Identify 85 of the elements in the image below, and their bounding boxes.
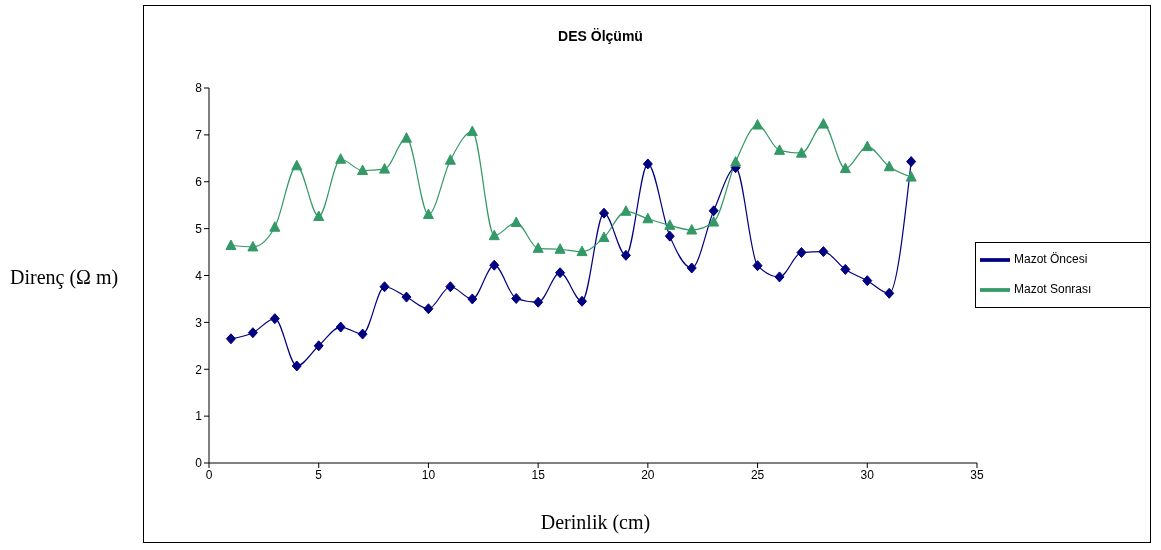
point — [291, 159, 303, 171]
x-axis-title: Derinlik (cm) — [539, 511, 652, 534]
point — [686, 224, 698, 235]
point — [884, 287, 895, 299]
y-tick-label: 3 — [195, 315, 203, 330]
x-tick-label: 35 — [970, 467, 984, 482]
point — [906, 156, 917, 168]
x-tick-label: 30 — [860, 467, 875, 482]
point — [730, 156, 742, 167]
point — [335, 321, 346, 333]
point — [774, 271, 785, 283]
point — [620, 249, 631, 261]
point — [533, 296, 544, 308]
point — [225, 239, 237, 250]
point — [555, 267, 566, 279]
y-tick-label: 2 — [195, 362, 203, 377]
chart-title: DES Ölçümü — [558, 28, 643, 44]
point — [291, 360, 302, 372]
point — [335, 153, 347, 164]
x-tick-label: 15 — [531, 467, 546, 482]
y-tick-label: 6 — [195, 175, 203, 190]
point — [247, 327, 258, 339]
point — [620, 205, 632, 216]
point — [708, 205, 719, 217]
point — [664, 219, 676, 230]
point — [488, 229, 500, 241]
point — [817, 118, 829, 129]
point — [774, 144, 786, 155]
point — [554, 243, 566, 254]
point — [379, 163, 391, 174]
point — [642, 158, 653, 170]
point — [313, 340, 324, 352]
x-tick-label: 0 — [205, 467, 213, 482]
point — [422, 208, 434, 220]
point — [444, 154, 456, 165]
point — [795, 147, 807, 158]
point — [269, 313, 280, 325]
point — [445, 281, 456, 293]
point — [247, 240, 259, 252]
y-tick-label: 0 — [195, 456, 203, 471]
point — [905, 171, 917, 182]
y-tick-label: 7 — [195, 128, 203, 143]
point — [839, 162, 851, 174]
point — [708, 216, 720, 227]
point — [642, 212, 654, 224]
point — [664, 230, 675, 242]
point — [357, 164, 369, 175]
point — [840, 263, 851, 275]
x-tick-label: 10 — [421, 467, 436, 482]
x-tick-label: 25 — [750, 467, 765, 482]
y-tick-label: 5 — [195, 221, 203, 236]
point — [796, 247, 807, 259]
point — [466, 125, 478, 137]
point — [862, 275, 873, 287]
point — [423, 303, 434, 315]
point — [357, 328, 368, 340]
point — [598, 207, 609, 219]
x-tick-label: 20 — [641, 467, 655, 482]
point — [400, 132, 412, 143]
y-tick-label: 4 — [195, 268, 203, 283]
point — [818, 246, 829, 258]
point — [467, 293, 478, 305]
point — [861, 140, 873, 152]
point — [489, 259, 500, 271]
y-tick-label: 1 — [195, 409, 203, 424]
point — [598, 231, 610, 243]
point — [752, 260, 763, 272]
y-axis-title: Direnç (Ω m) — [10, 266, 119, 289]
point — [510, 216, 522, 228]
point — [577, 295, 588, 307]
point — [225, 333, 236, 345]
point — [379, 281, 390, 293]
point — [511, 292, 522, 304]
point — [576, 245, 588, 257]
point — [269, 221, 281, 232]
point — [532, 242, 544, 253]
point — [686, 262, 697, 274]
legend-label: Mazot Öncesi — [1014, 252, 1088, 267]
point — [401, 291, 412, 303]
legend-label: Mazot Sonrası — [1014, 282, 1092, 297]
point — [752, 119, 764, 130]
y-tick-label: 8 — [195, 81, 203, 96]
point — [883, 160, 895, 172]
point — [313, 210, 325, 221]
x-tick-label: 5 — [315, 467, 323, 482]
